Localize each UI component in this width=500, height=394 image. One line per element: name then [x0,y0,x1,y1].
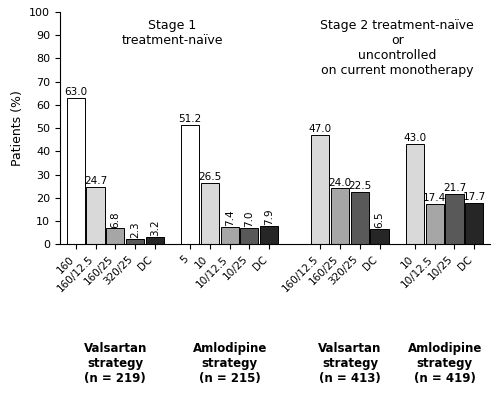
Text: 47.0: 47.0 [309,124,332,134]
Text: 7.4: 7.4 [224,210,234,226]
Text: 3.2: 3.2 [150,219,160,236]
Bar [106,229,124,244]
Text: 7.0: 7.0 [244,210,254,227]
Bar [406,144,424,244]
Bar [66,98,85,244]
Text: 63.0: 63.0 [64,87,88,97]
Text: 17.7: 17.7 [462,192,486,202]
Bar [260,226,278,244]
Text: 17.4: 17.4 [423,193,446,203]
Text: 6.5: 6.5 [374,212,384,228]
Bar [201,183,219,244]
Text: 2.3: 2.3 [130,221,140,238]
Bar [370,229,388,244]
Bar [331,188,349,244]
Text: 6.8: 6.8 [110,211,120,228]
Text: 7.9: 7.9 [264,208,274,225]
Bar [426,204,444,244]
Bar [86,187,104,244]
Bar [220,227,238,244]
Text: 51.2: 51.2 [178,114,202,125]
Bar [126,239,144,244]
Text: 24.7: 24.7 [84,176,107,186]
Text: 22.5: 22.5 [348,181,372,191]
Bar [446,194,464,244]
Text: Valsartan
strategy
(n = 219): Valsartan strategy (n = 219) [84,342,147,385]
Bar [181,125,200,244]
Text: 26.5: 26.5 [198,172,222,182]
Text: Amlodipine
strategy
(n = 215): Amlodipine strategy (n = 215) [192,342,267,385]
Bar [465,203,483,244]
Text: 21.7: 21.7 [443,183,466,193]
Bar [146,237,164,244]
Bar [312,135,330,244]
Text: 24.0: 24.0 [328,178,351,188]
Bar [240,228,258,244]
Text: Valsartan
strategy
(n = 413): Valsartan strategy (n = 413) [318,342,382,385]
Text: Stage 2 treatment-naïve
or
uncontrolled
on current monotherapy: Stage 2 treatment-naïve or uncontrolled … [320,19,474,77]
Text: 43.0: 43.0 [404,134,426,143]
Text: Amlodipine
strategy
(n = 419): Amlodipine strategy (n = 419) [408,342,482,385]
Bar [350,192,369,244]
Y-axis label: Patients (%): Patients (%) [10,90,24,166]
Text: Stage 1
treatment-naïve: Stage 1 treatment-naïve [122,19,223,47]
